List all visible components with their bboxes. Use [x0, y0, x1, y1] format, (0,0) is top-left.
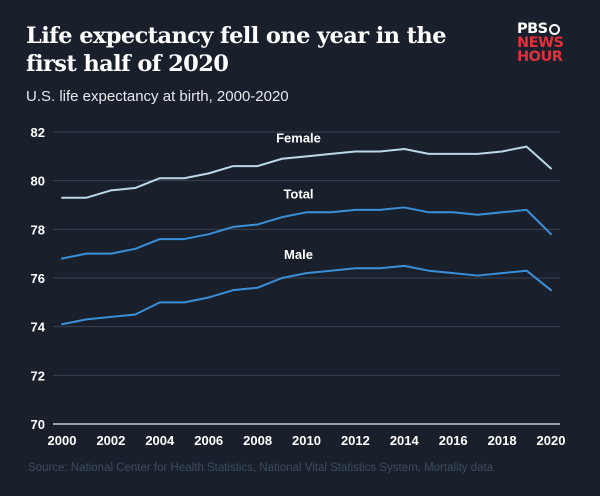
- x-tick-label: 2010: [292, 433, 321, 448]
- x-tick-label: 2000: [48, 433, 77, 448]
- y-tick-label: 76: [31, 271, 45, 286]
- x-tick-label: 2014: [390, 433, 420, 448]
- chart-title: Life expectancy fell one year in the fir…: [26, 23, 447, 77]
- y-tick-label: 78: [31, 222, 45, 237]
- x-tick-label: 2004: [145, 433, 175, 448]
- x-tick-label: 2016: [439, 433, 468, 448]
- y-tick-label: 70: [31, 417, 45, 432]
- logo-news-text: NEWS: [517, 35, 564, 51]
- x-tick-label: 2020: [537, 433, 566, 448]
- y-tick-label: 74: [31, 320, 46, 335]
- y-axis-ticks: 70 72 74 76 78 80 82: [31, 125, 46, 432]
- y-tick-label: 80: [31, 174, 45, 189]
- x-tick-label: 2006: [194, 433, 223, 448]
- series-labels: Female Total Male: [276, 130, 321, 262]
- series-label-female: Female: [276, 130, 321, 145]
- series-label-total: Total: [283, 186, 313, 201]
- series-lines: [61, 145, 552, 326]
- pbs-head-icon: [548, 23, 560, 35]
- logo-pbs-text: PBS: [517, 21, 548, 37]
- series-line-male: [61, 264, 552, 326]
- y-tick-label: 72: [31, 368, 45, 383]
- x-axis-ticks: 2000 2002 2004 2006 2008 2010 2012 2014 2016 2018…: [48, 433, 566, 448]
- pbs-newshour-logo: PBS NEWS HOUR: [517, 21, 564, 65]
- series-label-male: Male: [284, 247, 313, 262]
- x-tick-label: 2008: [243, 433, 272, 448]
- chart-subtitle: U.S. life expectancy at birth, 2000-2020: [26, 88, 289, 105]
- source-note: Source: National Center for Health Stati…: [28, 462, 494, 474]
- x-tick-label: 2002: [96, 433, 125, 448]
- y-tick-label: 82: [31, 125, 45, 140]
- gridlines: [53, 131, 560, 425]
- x-tick-label: 2018: [488, 433, 517, 448]
- x-tick-label: 2012: [341, 433, 370, 448]
- logo-hour-text: HOUR: [517, 49, 563, 65]
